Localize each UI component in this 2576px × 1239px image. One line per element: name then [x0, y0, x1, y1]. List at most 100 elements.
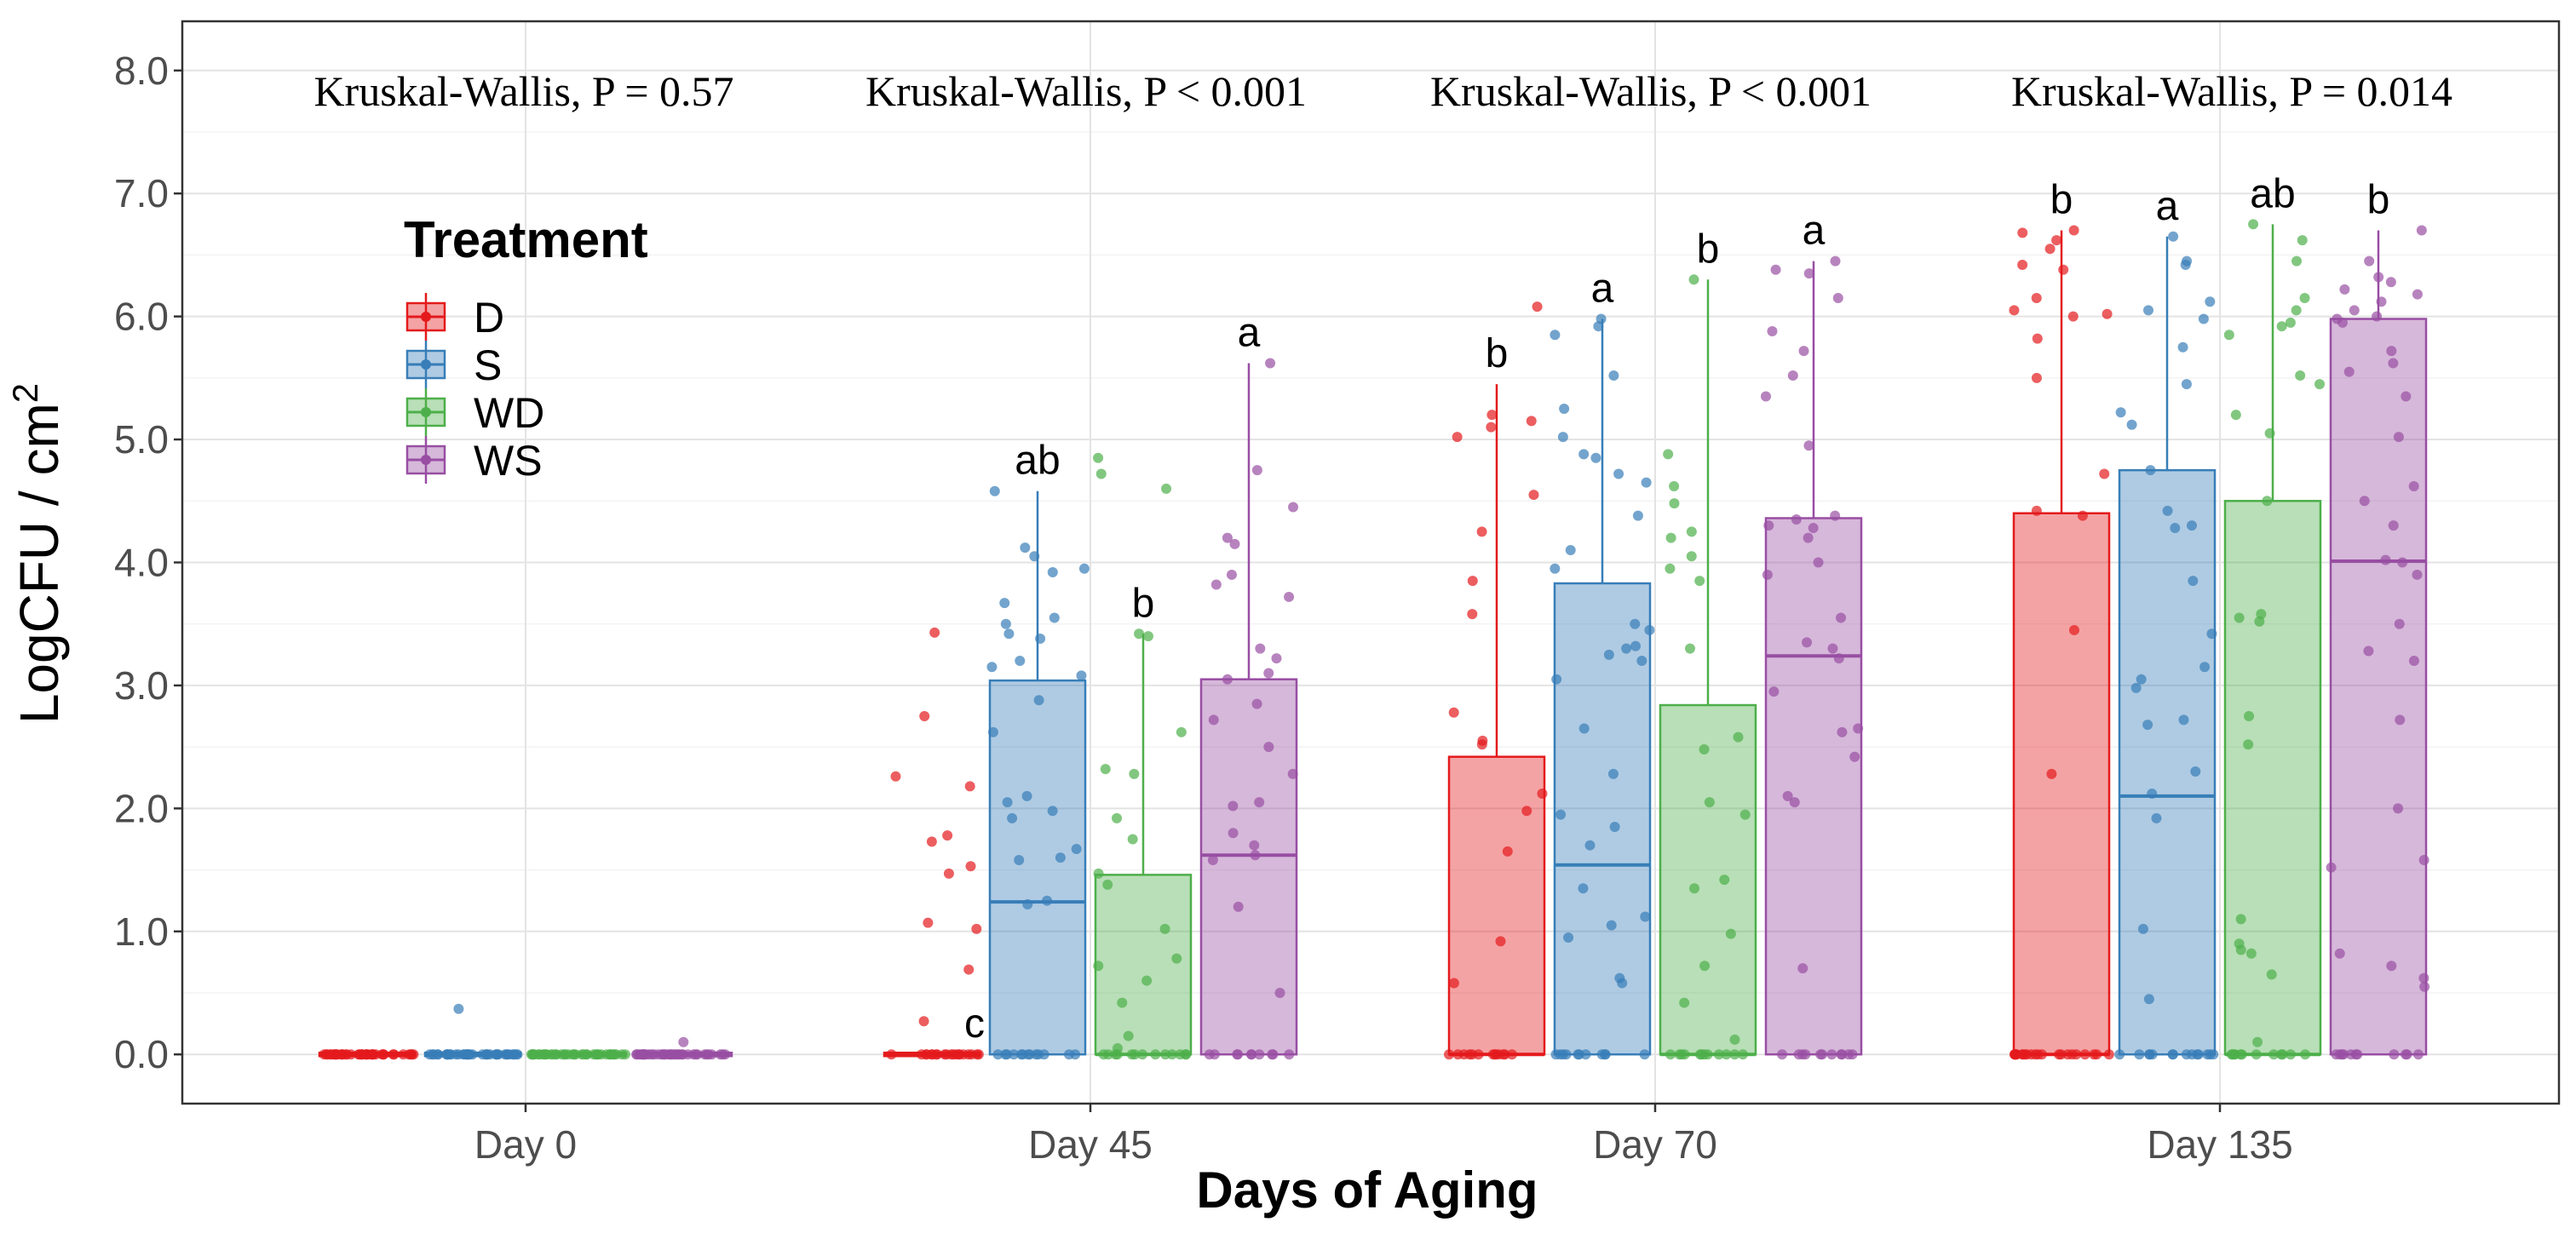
data-point: [2380, 554, 2391, 565]
significance-letter: b: [2050, 178, 2073, 223]
data-point: [1020, 542, 1031, 554]
data-point: [1127, 834, 1138, 845]
data-point: [2190, 766, 2201, 777]
data-point: [1093, 868, 1104, 879]
data-point: [1694, 576, 1705, 587]
box-day-70-ws: [1764, 261, 1863, 1056]
kruskal-wallis-label: Kruskal-Wallis, P < 0.001: [865, 67, 1307, 115]
data-point: [2044, 244, 2056, 255]
data-point: [1161, 483, 1172, 494]
data-point: [2300, 1049, 2311, 1060]
data-point: [963, 964, 975, 975]
data-point: [1684, 643, 1695, 654]
data-point: [1689, 883, 1700, 894]
data-point: [1448, 707, 1459, 718]
data-point: [2372, 311, 2383, 322]
data-point: [2136, 674, 2147, 685]
data-point: [1665, 1049, 1676, 1060]
data-point: [1255, 643, 1266, 654]
data-point: [1171, 953, 1182, 964]
data-point: [1793, 1049, 1804, 1060]
data-point: [408, 1049, 419, 1060]
legend-key-point: [421, 312, 431, 322]
data-point: [1284, 1049, 1295, 1060]
data-point: [2243, 739, 2254, 750]
legend-item-s: S: [405, 341, 502, 389]
data-point: [2181, 379, 2192, 390]
data-point: [1813, 557, 1824, 568]
data-point: [1853, 723, 1864, 734]
data-point: [989, 485, 1000, 496]
data-point: [2401, 1049, 2412, 1060]
data-point: [1777, 1049, 1788, 1060]
data-point: [682, 1049, 693, 1060]
data-point: [1674, 1049, 1685, 1060]
box-body: [1764, 517, 1863, 1056]
data-point: [1033, 695, 1044, 706]
data-point: [2254, 616, 2265, 627]
data-point: [1590, 452, 1601, 463]
data-point: [699, 1049, 710, 1060]
data-point: [2394, 618, 2405, 629]
data-point: [2046, 768, 2057, 779]
data-point: [2388, 358, 2399, 369]
data-point: [2326, 862, 2337, 873]
data-point: [2067, 1049, 2078, 1060]
y-tick-label: 0.0: [114, 1032, 169, 1076]
y-tick-label: 7.0: [114, 171, 169, 215]
data-point: [1093, 452, 1104, 463]
data-point: [2252, 1036, 2263, 1047]
data-point: [388, 1049, 399, 1060]
data-point: [2412, 569, 2423, 580]
data-point: [2235, 914, 2246, 925]
data-point: [2102, 308, 2113, 319]
kruskal-wallis-label: Kruskal-Wallis, P < 0.001: [1430, 67, 1872, 115]
data-point: [1222, 674, 1233, 685]
data-point: [1630, 618, 1641, 629]
data-point: [1263, 742, 1274, 753]
data-point: [1621, 643, 1632, 654]
box-body: [1659, 703, 1757, 1056]
data-point: [1559, 403, 1570, 414]
box-body: [2012, 512, 2111, 1056]
data-point: [2208, 1049, 2219, 1060]
data-point: [2291, 305, 2302, 316]
data-point: [2068, 624, 2079, 635]
data-point: [1609, 822, 1620, 833]
data-point: [1268, 1049, 1279, 1060]
data-point: [606, 1049, 617, 1060]
box-body: [1447, 755, 1546, 1056]
data-point: [1803, 440, 1814, 451]
data-point: [1557, 432, 1568, 443]
significance-letter: a: [1803, 209, 1826, 254]
data-point: [1555, 809, 1567, 820]
data-point: [1830, 510, 1841, 521]
data-point: [1526, 416, 1537, 427]
data-point: [2180, 259, 2191, 270]
data-point: [1578, 723, 1590, 734]
data-point: [678, 1036, 689, 1047]
data-point: [2343, 366, 2355, 377]
data-point: [1100, 764, 1111, 775]
legend-key-point: [421, 407, 431, 417]
data-point: [971, 923, 982, 934]
data-point: [2188, 576, 2199, 587]
significance-letter: b: [1132, 581, 1155, 626]
data-point: [926, 836, 937, 847]
data-point: [1713, 1049, 1724, 1060]
data-point: [2235, 944, 2246, 955]
data-point: [2033, 1049, 2044, 1060]
data-point: [1551, 674, 1562, 685]
data-point: [963, 1049, 974, 1060]
legend-label: WD: [474, 389, 544, 437]
data-point: [1078, 563, 1090, 574]
data-point: [2418, 972, 2429, 984]
data-point: [1226, 569, 1237, 580]
data-point: [964, 781, 975, 792]
data-point: [1003, 628, 1015, 640]
data-point: [1448, 978, 1459, 989]
data-point: [2314, 379, 2326, 390]
data-point: [2337, 1049, 2348, 1060]
data-point: [1608, 370, 1619, 381]
